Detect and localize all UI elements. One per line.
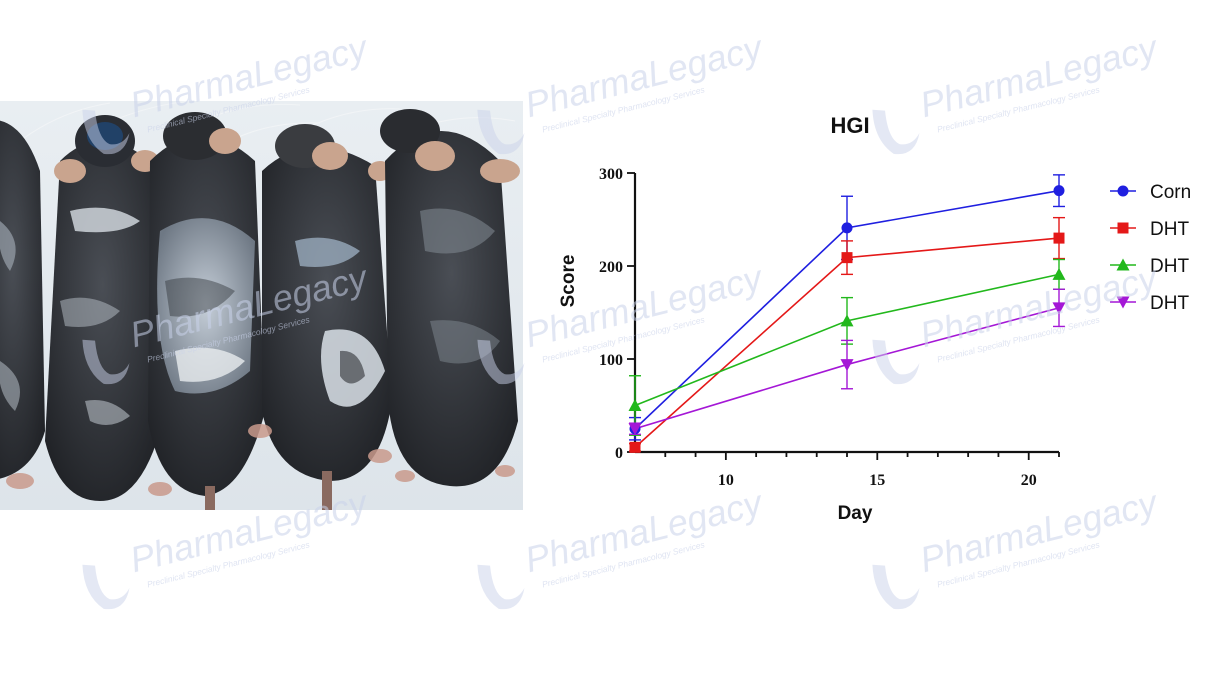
watermark-logo-icon <box>82 564 130 610</box>
watermark-logo-icon <box>477 564 525 610</box>
data-point <box>1053 232 1065 244</box>
mouse-1 <box>0 120 45 479</box>
x-tick-label: 20 <box>1021 472 1037 489</box>
error-bars <box>629 174 1065 452</box>
legend-marker <box>1117 222 1129 234</box>
watermark-tagline: Preclinical Specialty Pharmacology Servi… <box>936 539 1101 589</box>
chart-title: HGI <box>830 113 869 138</box>
mice-photo <box>0 101 523 510</box>
y-axis-title: Score <box>558 255 579 308</box>
y-tick-label: 200 <box>599 259 623 276</box>
data-point <box>629 441 641 453</box>
legend-label: Corn <box>1150 182 1191 203</box>
legend-marker <box>1116 296 1130 309</box>
mouse-2 <box>45 115 160 501</box>
x-tick-label: 10 <box>718 472 734 489</box>
x-axis-title: Day <box>838 503 873 524</box>
data-point <box>841 252 853 264</box>
legend-marker <box>1116 258 1130 271</box>
series-markers <box>628 185 1066 453</box>
y-tick-label: 0 <box>615 445 623 462</box>
legend-label: DHT <box>1150 219 1189 240</box>
y-tick-label: 100 <box>599 352 623 369</box>
data-point <box>1052 302 1066 315</box>
watermark-tagline: Preclinical Specialty Pharmacology Servi… <box>146 539 311 589</box>
y-tick-label: 300 <box>599 166 623 183</box>
legend-label: DHT <box>1150 293 1189 314</box>
mouse-4 <box>262 124 392 510</box>
data-point <box>840 314 854 327</box>
data-point <box>628 423 642 436</box>
data-point <box>840 359 854 372</box>
watermark-logo-icon <box>872 564 920 610</box>
watermark-tagline: Preclinical Specialty Pharmacology Servi… <box>541 539 706 589</box>
data-point <box>841 222 853 234</box>
mouse-3 <box>148 112 265 510</box>
x-tick-label: 15 <box>869 472 885 489</box>
mouse-5 <box>380 109 520 487</box>
data-point <box>1053 185 1065 197</box>
legend-label: DHT <box>1150 256 1189 277</box>
legend-marker <box>1117 185 1129 197</box>
data-point <box>628 399 642 411</box>
chart-legend: Corn DHT DHT DHT <box>1110 182 1191 314</box>
data-point <box>1052 267 1066 280</box>
